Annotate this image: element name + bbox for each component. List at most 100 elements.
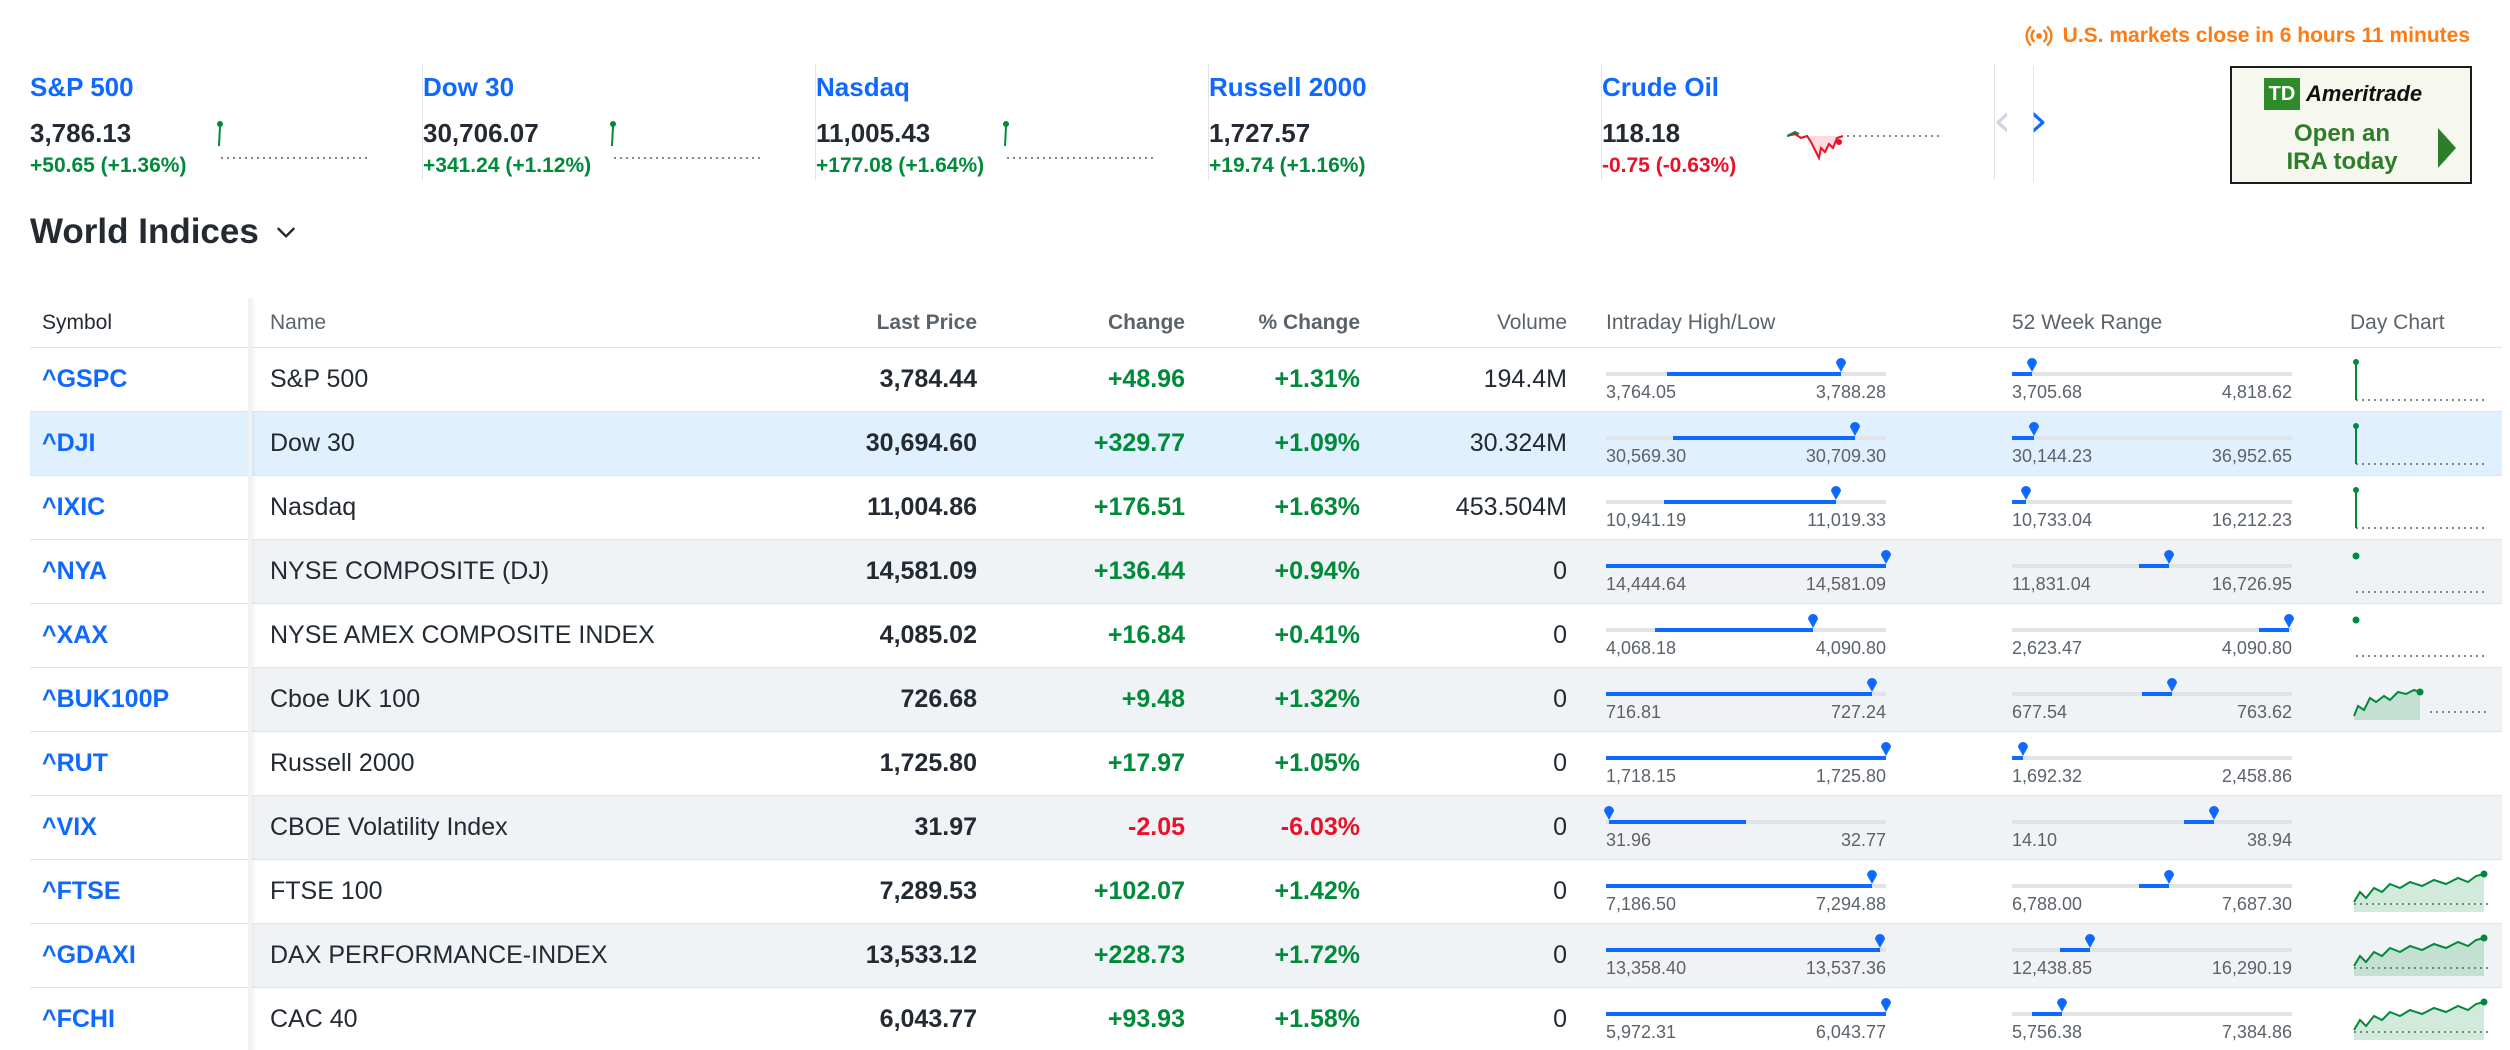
day-chart[interactable] [2350, 412, 2490, 475]
week52-high: 7,384.86 [2221, 1021, 2292, 1042]
day-chart[interactable] [2350, 796, 2490, 859]
intraday-high: 3,788.28 [1815, 381, 1886, 402]
change-value: +329.77 [1093, 429, 1185, 457]
day-chart[interactable] [2350, 348, 2490, 411]
week52-low: 10,733.04 [2012, 509, 2093, 530]
symbol-link[interactable]: ^GDAXI [42, 941, 136, 969]
header-symbol[interactable]: Symbol [42, 310, 113, 334]
chevron-down-icon[interactable] [273, 219, 299, 245]
ticker-name[interactable]: Crude Oil [1602, 72, 1720, 102]
header-pct-change[interactable]: % Change [1258, 310, 1360, 334]
symbol-link[interactable]: ^GSPC [42, 365, 128, 393]
header-change[interactable]: Change [1107, 310, 1185, 334]
range-track [2012, 755, 2292, 760]
marker-pin-icon [1867, 677, 1877, 692]
indices-table: Symbol Name Last Price Change % Change V… [30, 298, 2502, 1050]
ticker-sparkline [1787, 130, 1942, 162]
day-chart-sparkline [2350, 734, 2490, 794]
index-name: CBOE Volatility Index [270, 813, 508, 841]
symbol-link[interactable]: ^RUT [42, 749, 108, 777]
ticker-card[interactable]: Crude Oil 118.18 -0.75 (-0.63%) [1602, 64, 1995, 180]
ad-banner[interactable]: TD Ameritrade Open an IRA today [2230, 66, 2472, 184]
intraday-low: 7,186.50 [1606, 893, 1677, 914]
table-row[interactable]: ^VIX CBOE Volatility Index 31.97 -2.05 -… [30, 796, 2502, 860]
change-value: +16.84 [1107, 621, 1185, 649]
ticker-card[interactable]: Nasdaq 11,005.43 +177.08 (+1.64%) [816, 64, 1209, 180]
last-price: 11,004.86 [867, 493, 977, 521]
table-row[interactable]: ^DJI Dow 30 30,694.60 +329.77 +1.09% 30.… [30, 412, 2502, 476]
table-row[interactable]: ^GDAXI DAX PERFORMANCE-INDEX 13,533.12 +… [30, 924, 2502, 988]
table-row[interactable]: ^IXIC Nasdaq 11,004.86 +176.51 +1.63% 45… [30, 476, 2502, 540]
day-chart[interactable] [2350, 604, 2490, 667]
change-value: +136.44 [1093, 557, 1185, 585]
index-name: FTSE 100 [270, 877, 383, 905]
day-chart[interactable] [2350, 476, 2490, 539]
intraday-low: 1,718.15 [1606, 765, 1677, 786]
ticker-name[interactable]: S&P 500 [30, 72, 134, 102]
pct-change-value: +1.63% [1274, 493, 1361, 521]
symbol-link[interactable]: ^BUK100P [42, 685, 170, 713]
day-chart[interactable] [2350, 732, 2490, 795]
symbol-link[interactable]: ^FCHI [42, 1005, 115, 1033]
ticker-card[interactable]: Russell 2000 1,727.57 +19.74 (+1.16%) [1209, 64, 1602, 180]
pct-change-value: +1.32% [1274, 685, 1361, 713]
header-52-week: 52 Week Range [2012, 310, 2163, 334]
chevron-right-icon[interactable]: › [2029, 93, 2048, 147]
pct-change-value: +1.42% [1274, 877, 1361, 905]
volume-value: 0 [1553, 749, 1567, 777]
week52-range: 11,831.04 16,726.95 [2012, 540, 2292, 603]
range-fill [2012, 371, 2032, 376]
table-row[interactable]: ^XAX NYSE AMEX COMPOSITE INDEX 4,085.02 … [30, 604, 2502, 668]
volume-value: 0 [1553, 621, 1567, 649]
range-track [2012, 947, 2292, 952]
chevron-left-icon[interactable]: ‹ [1993, 93, 2012, 147]
volume-value: 30.324M [1469, 429, 1567, 457]
table-row[interactable]: ^RUT Russell 2000 1,725.80 +17.97 +1.05%… [30, 732, 2502, 796]
symbol-cell: ^XAX [30, 604, 248, 667]
header-volume[interactable]: Volume [1496, 310, 1567, 334]
day-chart[interactable] [2350, 668, 2490, 731]
intraday-high: 32.77 [1840, 829, 1886, 850]
row-background [248, 796, 2502, 859]
ad-brand-text: Ameritrade [2306, 81, 2423, 106]
table-row[interactable]: ^FTSE FTSE 100 7,289.53 +102.07 +1.42% 0… [30, 860, 2502, 924]
day-chart[interactable] [2350, 988, 2490, 1050]
day-chart[interactable] [2350, 540, 2490, 603]
day-chart[interactable] [2350, 860, 2490, 923]
symbol-link[interactable]: ^XAX [42, 621, 109, 649]
table-row[interactable]: ^GSPC S&P 500 3,784.44 +48.96 +1.31% 194… [30, 348, 2502, 412]
index-name: NYSE COMPOSITE (DJ) [270, 557, 550, 585]
day-chart-sparkline [2353, 358, 2488, 401]
intraday-range: 30,569.30 30,709.30 [1606, 412, 1886, 475]
range-track [2012, 499, 2292, 504]
symbol-link[interactable]: ^VIX [42, 813, 97, 841]
symbol-link[interactable]: ^DJI [42, 429, 96, 457]
section-title[interactable]: World Indices [30, 212, 299, 252]
ticker-card[interactable]: Dow 30 30,706.07 +341.24 (+1.12%) [423, 64, 816, 180]
symbol-cell: ^BUK100P [30, 668, 248, 731]
day-chart-sparkline [2353, 486, 2488, 529]
ticker-card[interactable]: S&P 500 3,786.13 +50.65 (+1.36%) [30, 64, 423, 180]
index-name: S&P 500 [270, 365, 369, 393]
ticker-name[interactable]: Russell 2000 [1209, 72, 1367, 102]
ticker-name[interactable]: Dow 30 [423, 72, 515, 102]
symbol-link[interactable]: ^FTSE [42, 877, 121, 905]
symbol-link[interactable]: ^NYA [42, 557, 108, 585]
table-row[interactable]: ^NYA NYSE COMPOSITE (DJ) 14,581.09 +136.… [30, 540, 2502, 604]
header-last-price[interactable]: Last Price [876, 310, 977, 334]
range-fill [2138, 883, 2169, 888]
symbol-cell: ^FTSE [30, 860, 248, 923]
day-chart[interactable] [2350, 924, 2490, 987]
marker-pin-icon [1830, 485, 1841, 500]
table-row[interactable]: ^FCHI CAC 40 6,043.77 +93.93 +1.58% 0 5,… [30, 988, 2502, 1050]
symbol-link[interactable]: ^IXIC [42, 493, 106, 521]
ticker-change: +341.24 (+1.12%) [423, 154, 592, 177]
intraday-low: 3,764.05 [1606, 381, 1677, 402]
intraday-low: 31.96 [1606, 829, 1652, 850]
symbol-cell: ^DJI [30, 412, 248, 475]
marker-pin-icon [2029, 421, 2040, 436]
ticker-name[interactable]: Nasdaq [816, 72, 910, 102]
week52-high: 16,212.23 [2211, 509, 2292, 530]
table-row[interactable]: ^BUK100P Cboe UK 100 726.68 +9.48 +1.32%… [30, 668, 2502, 732]
header-name[interactable]: Name [270, 310, 327, 334]
